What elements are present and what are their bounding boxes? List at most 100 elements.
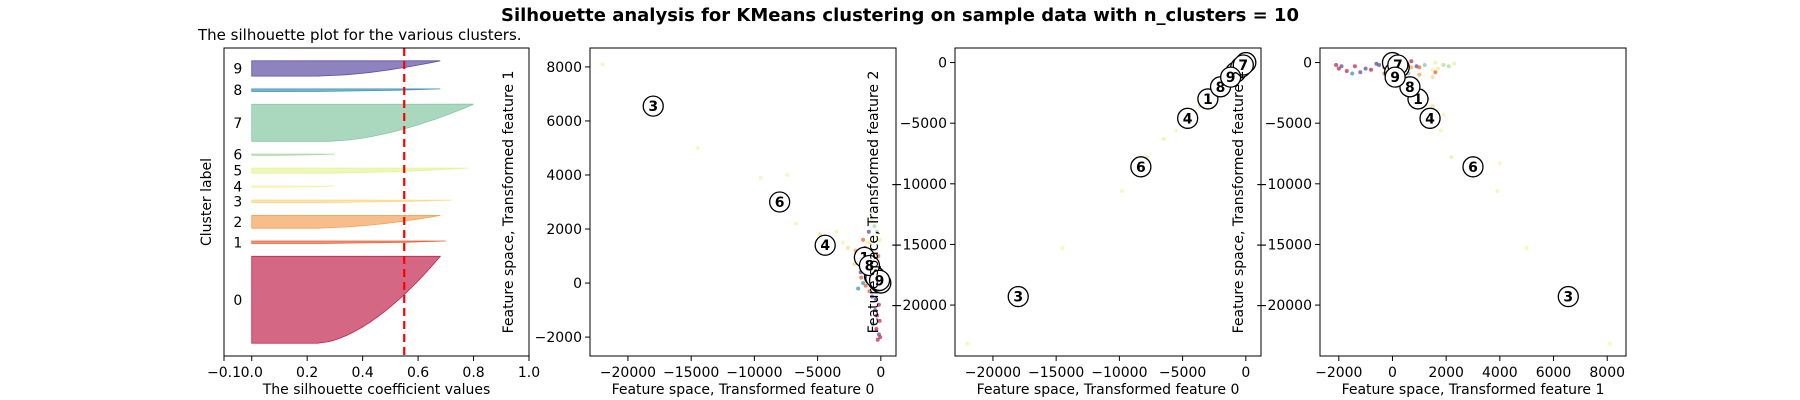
data-point	[874, 327, 879, 331]
axes-frame	[223, 47, 530, 357]
data-point	[840, 240, 845, 245]
y-tick-label: 8000	[546, 60, 582, 76]
cluster-center-marker	[814, 234, 836, 256]
x-tick-label: −15000	[663, 365, 719, 381]
figure-title: Silhouette analysis for KMeans clusterin…	[501, 5, 1299, 26]
data-point	[758, 175, 763, 180]
data-point	[866, 229, 871, 234]
data-point	[875, 313, 879, 318]
silhouette-band	[251, 185, 335, 188]
data-point	[1497, 161, 1502, 166]
data-point	[875, 229, 879, 234]
data-point	[877, 318, 882, 323]
cluster-center-marker	[1557, 285, 1579, 308]
data-point	[1430, 67, 1435, 72]
data-point	[1409, 59, 1414, 64]
data-point	[1409, 65, 1414, 70]
data-point	[965, 341, 970, 346]
cluster-center-marker	[1462, 156, 1484, 178]
data-point	[785, 173, 790, 177]
y-axis-label: Feature space, Transformed feature 1	[501, 71, 517, 334]
cluster-label: 5	[233, 164, 242, 180]
data-point	[867, 289, 872, 294]
x-tick-label: 0.2	[296, 365, 318, 381]
data-point	[846, 245, 850, 250]
data-point	[600, 62, 605, 67]
data-point	[1161, 136, 1166, 141]
cluster-center-marker	[1177, 107, 1199, 129]
x-tick-label: 0	[1388, 365, 1397, 381]
y-tick-label: −15000	[1256, 237, 1312, 253]
x-tick-label: −10000	[1091, 365, 1147, 381]
data-point	[870, 218, 874, 223]
y-tick-label: 4000	[546, 168, 582, 184]
cluster-center-label: 3	[1563, 290, 1573, 306]
data-point	[864, 240, 869, 245]
data-point	[1417, 72, 1422, 77]
cluster-center-label: 3	[648, 99, 658, 115]
data-point	[1607, 341, 1612, 346]
data-point	[794, 221, 799, 226]
cluster-center-marker	[858, 254, 881, 277]
cluster-label: 3	[233, 194, 242, 210]
axes-frame	[954, 47, 1262, 357]
y-tick-label: −15000	[891, 237, 947, 253]
cluster-center-label: 4	[1183, 111, 1193, 127]
cluster-center-marker	[1419, 107, 1441, 129]
data-point	[863, 283, 868, 288]
silhouette-band	[251, 167, 469, 174]
cluster-center-label: 1	[1413, 92, 1423, 108]
x-tick-label: 0	[1241, 365, 1250, 381]
y-tick-label: −10000	[1256, 177, 1312, 193]
x-tick-label: −20000	[600, 365, 656, 381]
data-point	[875, 337, 880, 342]
data-point	[1344, 69, 1349, 73]
data-point	[1363, 66, 1368, 71]
silhouette-band	[251, 215, 441, 229]
data-point	[1377, 63, 1382, 67]
x-tick-label: 6000	[1536, 365, 1572, 381]
data-point	[1446, 64, 1451, 69]
x-tick-label: 2000	[1428, 365, 1464, 381]
data-point	[876, 332, 881, 337]
cluster-center-label: 8	[1216, 80, 1226, 96]
data-point	[1352, 64, 1357, 69]
data-point	[861, 237, 866, 242]
data-point	[1430, 75, 1435, 80]
data-point	[1438, 128, 1443, 133]
x-tick-label: −0.1	[207, 365, 241, 381]
x-axis-label: Feature space, Transformed feature 1	[1342, 382, 1605, 398]
data-point	[1495, 189, 1500, 194]
data-point	[873, 308, 878, 313]
data-point	[861, 281, 866, 286]
scatter-chart-feature0-vs-feature2: 0123456789−20000−15000−10000−50000−20000…	[866, 47, 1262, 398]
data-point	[1433, 70, 1438, 75]
y-tick-label: −10000	[891, 177, 947, 193]
y-tick-label: −20000	[1256, 298, 1312, 314]
cluster-center-label: 4	[820, 238, 830, 254]
x-tick-label: −5000	[1159, 365, 1206, 381]
data-point	[876, 302, 881, 307]
y-tick-label: −5000	[1265, 116, 1312, 132]
data-point	[852, 262, 857, 267]
cluster-center-label: 4	[1425, 111, 1435, 127]
data-point	[873, 297, 878, 302]
x-tick-label: 0	[876, 365, 885, 381]
y-tick-label: 0	[1303, 56, 1312, 72]
scatter-chart-feature1-vs-feature2: 0123456789−200002000400060008000−20000−1…	[1231, 47, 1627, 398]
cluster-label: 1	[233, 235, 242, 251]
silhouette-band	[251, 255, 442, 344]
x-tick-label: −20000	[965, 365, 1021, 381]
y-tick-label: −5000	[900, 116, 947, 132]
cluster-center-marker	[868, 269, 891, 292]
y-axis-label: Cluster label	[199, 158, 215, 246]
cluster-center-marker	[769, 191, 791, 213]
cluster-center-label: 6	[1136, 160, 1146, 176]
cluster-center-label: 1	[1203, 92, 1213, 108]
y-tick-label: −2000	[535, 330, 582, 346]
cluster-label: 6	[233, 148, 242, 164]
cluster-center-label: 9	[1226, 70, 1236, 86]
axes-frame	[589, 47, 897, 357]
